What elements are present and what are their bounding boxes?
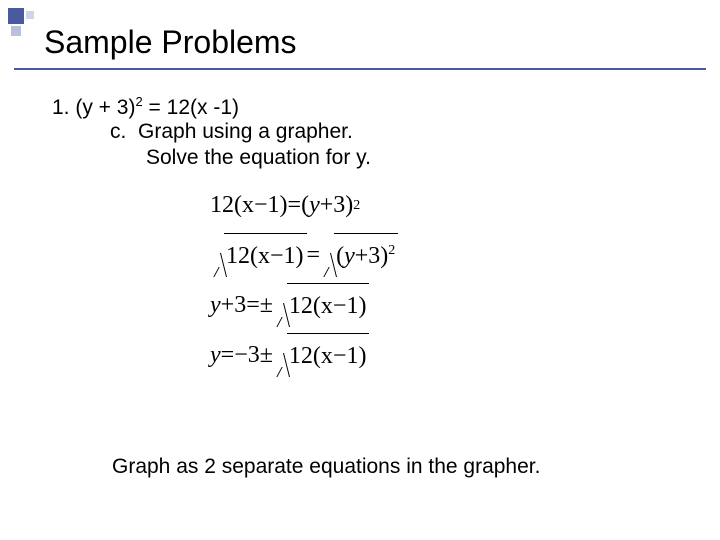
title-underline: [14, 68, 706, 70]
radical-icon: 12(x−1): [273, 333, 370, 380]
problem-statement: 1. (y + 3)2 = 12(x -1): [52, 94, 239, 120]
equation-step-3: y+3 = ±12(x−1): [210, 286, 398, 326]
problem-eq-lhs: (y + 3): [75, 96, 135, 119]
radical-icon: (y+3)2: [320, 233, 398, 280]
sub-label: c.: [110, 120, 126, 143]
solve-instruction: Solve the equation for y.: [146, 146, 371, 170]
radical-icon: 12(x−1): [210, 233, 307, 280]
equation-step-1: 12(x−1) = (y+3)2: [210, 186, 398, 226]
problem-number: 1.: [52, 96, 70, 119]
equation-step-2: 12(x−1) = (y+3)2: [210, 236, 398, 276]
problem-eq-exp: 2: [135, 94, 142, 109]
sub-text: Graph using a grapher.: [138, 120, 353, 143]
radical-icon: 12(x−1): [273, 283, 370, 330]
slide-title: Sample Problems: [44, 24, 297, 61]
sub-problem: c. Graph using a grapher.: [110, 120, 353, 144]
problem-eq-rhs: = 12(x -1): [143, 96, 239, 119]
accent-square-small: [26, 11, 34, 19]
accent-square-medium: [11, 26, 21, 36]
accent-square-large: [8, 8, 24, 24]
derivation-block: 12(x−1) = (y+3)2 12(x−1) = (y+3)2 y+3 = …: [210, 186, 398, 386]
graph-instruction: Graph as 2 separate equations in the gra…: [112, 454, 592, 480]
equation-step-4: y = −3±12(x−1): [210, 336, 398, 376]
